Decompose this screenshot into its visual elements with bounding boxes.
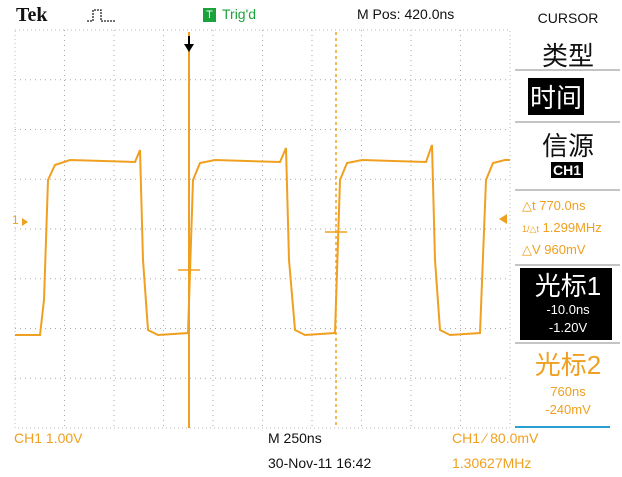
cursor2-voltage: -240mV [518,402,618,417]
oscilloscope-screen: Tek T Trig'd M Pos: 420.0ns 1 CURSOR 类型 … [0,0,622,477]
date-time: 30-Nov-11 16:42 [268,455,371,471]
delta-v: △V 960mV [522,242,585,258]
type-label: 类型 [518,36,618,73]
menu-title: CURSOR [518,10,618,26]
trigger-setting: CH1 ⁄ 80.0mV [452,430,538,446]
trigger-level [499,214,507,224]
channel-marker: 1 [12,213,19,227]
cursor1-voltage: -1.20V [518,320,618,335]
source-label: 信源 [518,126,618,163]
inverse-delta-t: 1.299MHz [543,220,602,235]
cursor2-time: 760ns [518,384,618,399]
cursor1-time: -10.0ns [518,302,618,317]
source-value: CH1 [551,162,583,178]
cursor2-label: 光标2 [518,345,618,382]
type-value: 时间 [528,78,584,115]
cursor1-label: 光标1 [518,266,618,303]
channel-arrow [22,218,28,226]
time-scale: M 250ns [268,430,322,446]
delta-t: △t 770.0ns [522,198,585,214]
frequency: 1.30627MHz [452,455,531,471]
channel-scale: CH1 1.00V [14,430,82,446]
